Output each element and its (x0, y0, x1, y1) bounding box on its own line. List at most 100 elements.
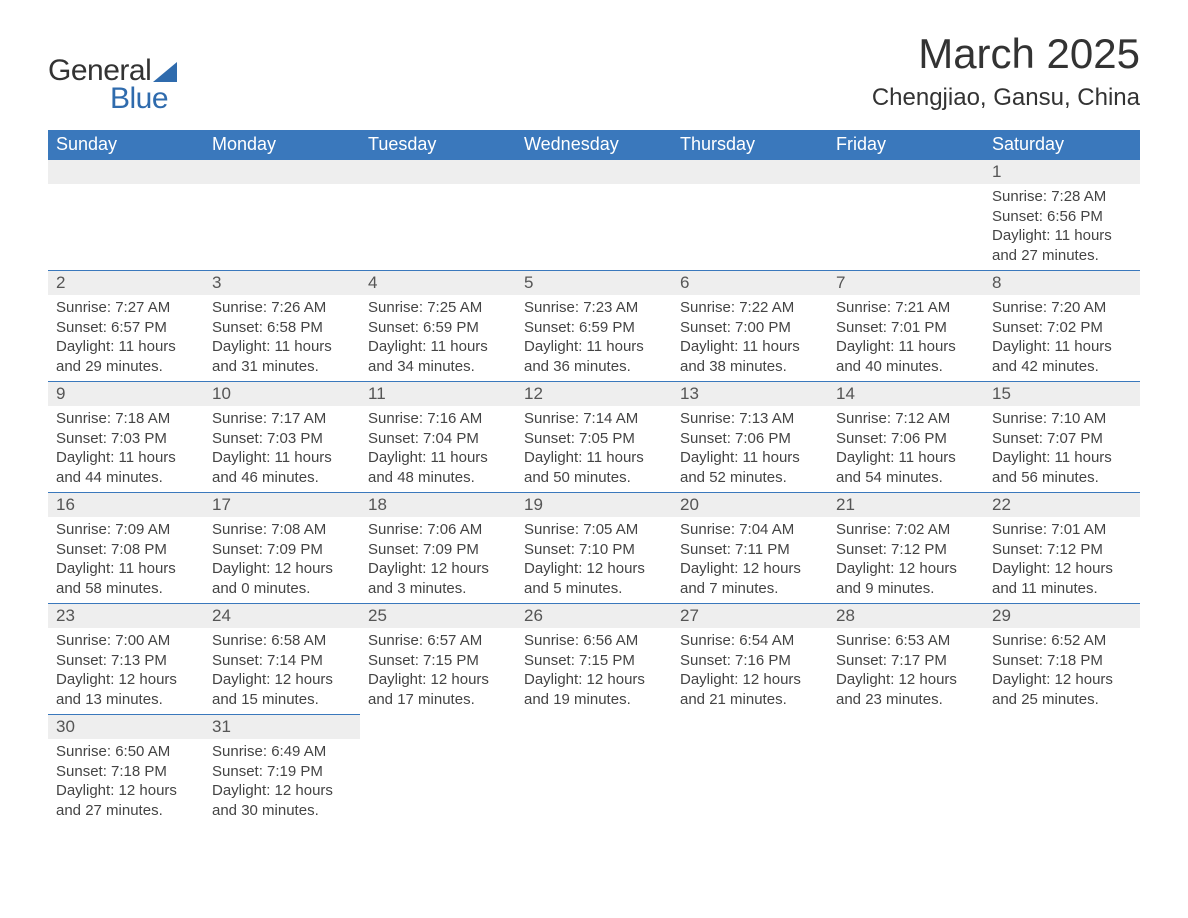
day-sunset: Sunset: 7:00 PM (680, 318, 820, 338)
calendar-cell: 22Sunrise: 7:01 AMSunset: 7:12 PMDayligh… (984, 493, 1140, 604)
day-daylight1: Daylight: 12 hours (992, 559, 1132, 579)
day-daylight2: and 21 minutes. (680, 690, 820, 710)
day-header: Friday (828, 130, 984, 160)
day-number (828, 715, 984, 739)
day-sunrise: Sunrise: 7:18 AM (56, 409, 196, 429)
day-sunrise: Sunrise: 6:50 AM (56, 742, 196, 762)
calendar-cell: 8Sunrise: 7:20 AMSunset: 7:02 PMDaylight… (984, 271, 1140, 382)
day-daylight1: Daylight: 12 hours (212, 670, 352, 690)
day-data: Sunrise: 6:53 AMSunset: 7:17 PMDaylight:… (828, 628, 984, 714)
day-daylight1: Daylight: 12 hours (368, 559, 508, 579)
day-sunrise: Sunrise: 6:52 AM (992, 631, 1132, 651)
day-daylight1: Daylight: 11 hours (56, 337, 196, 357)
day-daylight1: Daylight: 11 hours (836, 337, 976, 357)
day-daylight1: Daylight: 11 hours (680, 448, 820, 468)
day-number (672, 160, 828, 184)
day-daylight2: and 9 minutes. (836, 579, 976, 599)
day-number: 1 (984, 160, 1140, 184)
day-data: Sunrise: 6:49 AMSunset: 7:19 PMDaylight:… (204, 739, 360, 825)
day-sunset: Sunset: 7:14 PM (212, 651, 352, 671)
calendar-week: 2Sunrise: 7:27 AMSunset: 6:57 PMDaylight… (48, 271, 1140, 382)
day-sunrise: Sunrise: 6:54 AM (680, 631, 820, 651)
day-data: Sunrise: 7:02 AMSunset: 7:12 PMDaylight:… (828, 517, 984, 603)
day-sunset: Sunset: 7:05 PM (524, 429, 664, 449)
day-number: 10 (204, 382, 360, 406)
day-daylight1: Daylight: 12 hours (212, 559, 352, 579)
day-sunset: Sunset: 6:59 PM (368, 318, 508, 338)
day-sunrise: Sunrise: 7:10 AM (992, 409, 1132, 429)
day-data: Sunrise: 7:13 AMSunset: 7:06 PMDaylight:… (672, 406, 828, 492)
day-daylight2: and 27 minutes. (992, 246, 1132, 266)
day-daylight2: and 15 minutes. (212, 690, 352, 710)
day-daylight1: Daylight: 11 hours (524, 337, 664, 357)
day-daylight2: and 23 minutes. (836, 690, 976, 710)
day-header: Monday (204, 130, 360, 160)
day-sunrise: Sunrise: 7:16 AM (368, 409, 508, 429)
day-number: 21 (828, 493, 984, 517)
day-daylight2: and 46 minutes. (212, 468, 352, 488)
day-daylight2: and 13 minutes. (56, 690, 196, 710)
day-daylight2: and 31 minutes. (212, 357, 352, 377)
calendar-cell: 30Sunrise: 6:50 AMSunset: 7:18 PMDayligh… (48, 715, 204, 826)
day-number (360, 715, 516, 739)
day-header: Sunday (48, 130, 204, 160)
day-sunrise: Sunrise: 7:09 AM (56, 520, 196, 540)
day-daylight2: and 5 minutes. (524, 579, 664, 599)
day-sunrise: Sunrise: 7:17 AM (212, 409, 352, 429)
day-daylight2: and 48 minutes. (368, 468, 508, 488)
day-daylight1: Daylight: 11 hours (56, 448, 196, 468)
page-header: General Blue March 2025 Chengjiao, Gansu… (48, 30, 1140, 116)
day-sunset: Sunset: 7:10 PM (524, 540, 664, 560)
calendar-cell: 28Sunrise: 6:53 AMSunset: 7:17 PMDayligh… (828, 604, 984, 715)
day-sunrise: Sunrise: 7:25 AM (368, 298, 508, 318)
calendar-cell (360, 715, 516, 826)
day-sunset: Sunset: 7:06 PM (836, 429, 976, 449)
day-sunset: Sunset: 7:03 PM (212, 429, 352, 449)
calendar-cell (828, 160, 984, 271)
day-daylight1: Daylight: 11 hours (992, 337, 1132, 357)
day-number: 8 (984, 271, 1140, 295)
calendar-week: 30Sunrise: 6:50 AMSunset: 7:18 PMDayligh… (48, 715, 1140, 826)
calendar-cell: 19Sunrise: 7:05 AMSunset: 7:10 PMDayligh… (516, 493, 672, 604)
calendar-body: 1Sunrise: 7:28 AMSunset: 6:56 PMDaylight… (48, 160, 1140, 826)
calendar-cell: 3Sunrise: 7:26 AMSunset: 6:58 PMDaylight… (204, 271, 360, 382)
day-daylight1: Daylight: 12 hours (836, 559, 976, 579)
day-number (360, 160, 516, 184)
day-sunset: Sunset: 7:08 PM (56, 540, 196, 560)
day-daylight2: and 52 minutes. (680, 468, 820, 488)
day-daylight2: and 19 minutes. (524, 690, 664, 710)
day-data: Sunrise: 7:06 AMSunset: 7:09 PMDaylight:… (360, 517, 516, 603)
calendar-cell (984, 715, 1140, 826)
day-number: 27 (672, 604, 828, 628)
calendar-cell: 26Sunrise: 6:56 AMSunset: 7:15 PMDayligh… (516, 604, 672, 715)
day-sunrise: Sunrise: 7:08 AM (212, 520, 352, 540)
day-number: 22 (984, 493, 1140, 517)
calendar-week: 16Sunrise: 7:09 AMSunset: 7:08 PMDayligh… (48, 493, 1140, 604)
calendar-cell: 11Sunrise: 7:16 AMSunset: 7:04 PMDayligh… (360, 382, 516, 493)
day-number: 26 (516, 604, 672, 628)
day-daylight2: and 40 minutes. (836, 357, 976, 377)
day-data: Sunrise: 6:56 AMSunset: 7:15 PMDaylight:… (516, 628, 672, 714)
day-daylight2: and 56 minutes. (992, 468, 1132, 488)
calendar-cell (516, 160, 672, 271)
day-data: Sunrise: 7:05 AMSunset: 7:10 PMDaylight:… (516, 517, 672, 603)
day-daylight1: Daylight: 12 hours (212, 781, 352, 801)
day-daylight1: Daylight: 12 hours (368, 670, 508, 690)
day-sunset: Sunset: 7:19 PM (212, 762, 352, 782)
calendar-week: 9Sunrise: 7:18 AMSunset: 7:03 PMDaylight… (48, 382, 1140, 493)
day-number: 11 (360, 382, 516, 406)
day-daylight2: and 58 minutes. (56, 579, 196, 599)
day-sunset: Sunset: 7:09 PM (212, 540, 352, 560)
day-data: Sunrise: 7:21 AMSunset: 7:01 PMDaylight:… (828, 295, 984, 381)
day-data (360, 739, 516, 809)
day-data: Sunrise: 7:12 AMSunset: 7:06 PMDaylight:… (828, 406, 984, 492)
calendar-cell: 25Sunrise: 6:57 AMSunset: 7:15 PMDayligh… (360, 604, 516, 715)
day-sunrise: Sunrise: 7:26 AM (212, 298, 352, 318)
day-number: 25 (360, 604, 516, 628)
day-daylight1: Daylight: 12 hours (524, 559, 664, 579)
day-sunrise: Sunrise: 7:21 AM (836, 298, 976, 318)
day-daylight2: and 27 minutes. (56, 801, 196, 821)
day-daylight1: Daylight: 12 hours (56, 670, 196, 690)
day-number: 17 (204, 493, 360, 517)
day-sunrise: Sunrise: 7:27 AM (56, 298, 196, 318)
